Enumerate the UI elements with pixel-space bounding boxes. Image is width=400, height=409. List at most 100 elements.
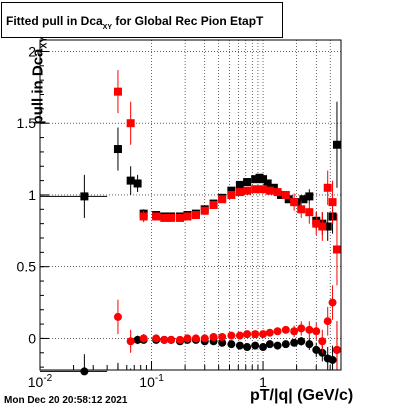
data-point-circle: [273, 327, 282, 336]
data-point-circle: [318, 337, 327, 346]
data-point-circle: [297, 337, 306, 346]
data-point-circle: [218, 338, 227, 347]
x-tick-label: 10-2: [28, 373, 53, 390]
data-series: [40, 70, 341, 376]
data-point-square: [323, 183, 332, 192]
data-point-circle: [243, 343, 252, 352]
data-point-square: [152, 212, 161, 221]
data-point-square: [243, 178, 252, 187]
data-point-square: [328, 198, 337, 207]
data-point-square: [290, 198, 299, 207]
data-point-circle: [251, 330, 260, 339]
data-point-circle: [235, 331, 244, 340]
x-tick-exponent: -1: [155, 373, 164, 384]
data-point-square: [113, 145, 122, 154]
data-point-circle: [200, 334, 209, 343]
data-point-square: [284, 195, 293, 204]
data-point-circle: [312, 345, 321, 354]
data-point-circle: [290, 338, 299, 347]
data-point-circle: [126, 337, 135, 346]
data-point-square: [312, 219, 321, 228]
data-point-square: [281, 190, 290, 199]
x-tick-exponent: -2: [43, 373, 52, 384]
data-point-circle: [167, 335, 176, 344]
data-point-circle: [281, 340, 290, 349]
data-point-square: [297, 205, 306, 214]
y-tick-label: 0: [28, 330, 36, 346]
data-point-square: [305, 208, 314, 217]
title-main: Fitted pull in Dca: [6, 14, 103, 28]
data-point-circle: [259, 330, 268, 339]
data-point-circle: [243, 330, 252, 339]
axes: 0 0.5 1 1.5 2 10-2 10-1 1: [17, 43, 342, 390]
title-rest: for Global Rec Pion EtapT: [112, 14, 264, 28]
data-point-square: [318, 222, 327, 231]
data-point-circle: [281, 325, 290, 334]
title-sub: XY: [102, 24, 113, 31]
data-point-circle: [209, 333, 218, 341]
data-point-circle: [273, 341, 282, 350]
ylabel-sub: XY: [38, 36, 49, 49]
data-point-square: [227, 190, 236, 199]
data-point-square: [113, 87, 122, 96]
data-point-circle: [160, 335, 169, 344]
x-tick-label: 10-1: [139, 373, 164, 390]
data-point-circle: [328, 298, 337, 307]
data-point-square: [265, 186, 274, 195]
data-point-square: [126, 119, 135, 128]
data-point-square: [200, 206, 209, 215]
ylabel-main: pull in Dca: [29, 48, 47, 125]
data-point-circle: [175, 335, 184, 344]
y-tick-label: 2: [28, 43, 36, 59]
data-point-square: [133, 179, 142, 188]
data-point-square: [269, 183, 278, 192]
data-point-circle: [227, 340, 236, 349]
data-point-circle: [139, 334, 148, 343]
data-point-square: [299, 195, 308, 204]
data-point-square: [175, 213, 184, 222]
data-point-square: [218, 195, 227, 204]
data-point-circle: [113, 312, 122, 321]
data-point-square: [263, 179, 272, 188]
data-point-square: [139, 212, 148, 221]
y-tick-label: 1.5: [17, 115, 37, 131]
data-point-square: [305, 192, 314, 201]
data-point-circle: [290, 327, 299, 336]
data-point-circle: [227, 331, 236, 340]
y-axis-label: pull in DcaXY: [29, 21, 49, 141]
data-point-circle: [265, 340, 274, 349]
data-point-square: [235, 188, 244, 197]
data-point-square: [80, 192, 89, 201]
y-tick-label: 0.5: [17, 259, 37, 275]
data-point-square: [227, 186, 236, 195]
data-point-circle: [191, 334, 200, 343]
data-point-square: [251, 175, 260, 184]
data-point-circle: [133, 335, 142, 344]
data-point-square: [259, 175, 268, 184]
data-point-square: [126, 176, 135, 185]
data-point-circle: [259, 343, 268, 352]
data-point-circle: [265, 328, 274, 337]
data-point-square: [167, 213, 176, 222]
data-point-circle: [323, 317, 332, 326]
data-point-square: [209, 201, 218, 209]
data-point-circle: [183, 334, 192, 343]
data-point-circle: [251, 341, 260, 350]
data-point-square: [160, 213, 169, 222]
data-point-square: [243, 186, 252, 195]
data-point-circle: [297, 324, 306, 333]
title-box: Fitted pull in DcaXY for Global Rec Pion…: [1, 2, 283, 38]
data-point-square: [332, 140, 341, 149]
y-tick-label: 1: [28, 187, 36, 203]
data-point-square: [259, 185, 268, 194]
x-axis-label: pT/|q| (GeV/c): [250, 387, 354, 404]
series-group: [113, 285, 341, 370]
data-point-circle: [218, 333, 227, 341]
chart-title: Fitted pull in DcaXY for Global Rec Pion…: [6, 14, 264, 31]
timestamp: Mon Dec 20 20:58:12 2021: [4, 395, 128, 406]
data-point-circle: [152, 334, 161, 343]
data-point-square: [191, 211, 200, 220]
data-point-circle: [328, 355, 337, 364]
data-point-circle: [235, 341, 244, 350]
